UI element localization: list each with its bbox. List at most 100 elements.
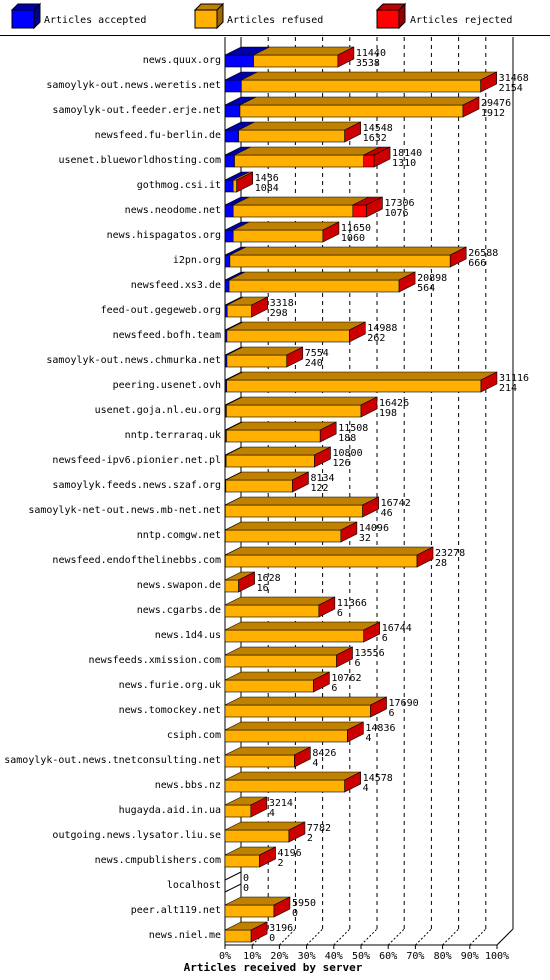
bar-refused-top [253,46,355,56]
accepted-value-label: 6 [355,658,361,669]
server-label: feed-out.gegeweb.org [101,305,221,316]
bar-refused [226,429,321,443]
bar-refused [224,504,363,518]
bar-refused-top [226,421,337,431]
accepted-value-label: 666 [468,258,486,269]
server-label: samoylyk-out.news.tnetconsulting.net [4,755,221,766]
bar-refused [224,854,260,868]
bar-refused [232,229,324,243]
bar-refused [226,354,288,368]
bar-refused-top [241,71,497,81]
bar-refused-top [234,146,380,156]
server-label: news.cmpublishers.com [95,855,221,866]
total-value-label: 29476 [481,98,511,109]
accepted-value-label: 0 [292,908,298,919]
server-label: csiph.com [167,730,221,741]
bar-end-face [250,796,268,818]
total-value-label: 26588 [468,248,498,259]
server-label: samoylyk-out.feeder.erje.net [52,105,221,116]
bar-refused [224,754,295,768]
server-label: samoylyk-out.news.weretis.net [46,80,221,91]
total-value-label: 0 [243,873,249,884]
bar-refused-top [233,221,340,231]
accepted-value-label: 240 [305,358,323,369]
server-label: hugayda.aid.in.ua [119,805,221,816]
total-value-label: 11650 [341,223,371,234]
bar-end-face [314,446,331,468]
server-label: newsfeed-ipv6.pionier.net.pl [52,455,221,466]
bar-refused [226,304,252,318]
bar-end-face [344,121,361,143]
bar-accepted [224,204,234,218]
x-axis: 0% 10% 20% 30% 40% 50% 60% 70% 80% 90% 100% [219,945,509,962]
bar-accepted [224,154,235,168]
total-value-label: 14096 [359,523,389,534]
bar-end-face [273,896,291,918]
accepted-value-label: 198 [379,408,397,419]
server-label: peering.usenet.ovh [113,380,221,391]
x-tick-label: 20% [270,951,288,962]
total-value-label: 11366 [337,598,367,609]
bar-refused-top [224,646,353,656]
accepted-value-label: 188 [338,433,356,444]
accepted-value-label: 298 [270,308,288,319]
bar-refused [234,154,365,168]
accepted-value-label: 2154 [499,83,523,94]
bar-refused [224,579,239,593]
bar-end-face [286,346,304,368]
total-value-label: 7782 [307,823,331,834]
bar-end-face [238,571,255,593]
bar-refused [224,654,337,668]
bar-refused [225,479,293,493]
server-label: news.1d4.us [155,630,221,641]
bar-refused [224,804,252,818]
server-label: outgoing.news.lysator.liu.se [52,830,221,841]
accepted-value-label: 28 [435,558,447,569]
bar-end-face [360,396,378,418]
accepted-value-label: 126 [332,458,350,469]
server-label: news.cgarbs.de [137,605,221,616]
server-label: news.niel.me [149,930,221,941]
bar-row: localhost 00 [167,871,249,894]
total-value-label: 1628 [257,573,281,584]
x-tick-label: 90% [461,951,479,962]
legend-label-rejected: Articles rejected [410,15,512,26]
total-value-label: 1436 [255,173,279,184]
bar-end-face [363,621,381,643]
bar-end-face [292,471,309,493]
accepted-value-label: 1310 [392,158,416,169]
server-label: samoylyk-net-out.news.mb-net.net [28,505,221,516]
bar-accepted [224,229,234,243]
accepted-value-label: 4 [363,783,369,794]
legend-item-rejected: Articles rejected [375,2,512,30]
server-label: usenet.blueworldhosting.com [58,155,221,166]
server-label: news.bbs.nz [155,780,221,791]
bar-refused-top [229,246,467,256]
accepted-value-label: 6 [331,683,337,694]
bar-end-face [480,371,498,393]
bar-accepted [224,79,242,93]
bar-refused [232,204,354,218]
bar-refused [224,904,275,918]
bar-end-face [449,246,467,268]
server-label: news.tomockey.net [119,705,221,716]
accepted-value-label: 3538 [356,58,380,69]
accepted-value-label: 46 [381,508,393,519]
bar-accepted [224,104,241,118]
server-label: nntp.comgw.net [137,530,221,541]
